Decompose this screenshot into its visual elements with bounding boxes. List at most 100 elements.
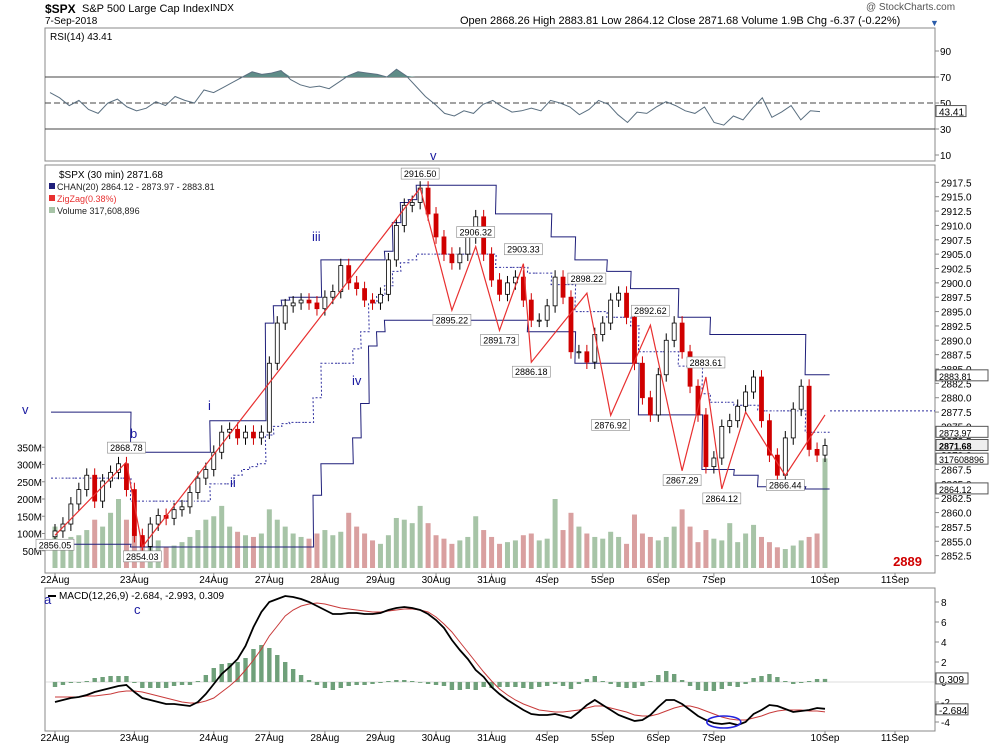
macd-signal-line bbox=[55, 602, 826, 721]
macd-histogram-bar bbox=[529, 682, 534, 689]
volume-bar bbox=[401, 519, 407, 568]
volume-bar bbox=[346, 512, 352, 568]
price-annotation-box bbox=[662, 474, 702, 487]
price-tick-label: 2912.5 bbox=[941, 207, 972, 218]
macd-histogram-bar bbox=[640, 682, 645, 686]
volume-bar bbox=[711, 538, 717, 568]
price-annotation-label: 2866.44 bbox=[769, 481, 802, 491]
candle-body bbox=[386, 259, 391, 295]
volume-bar bbox=[425, 523, 431, 568]
macd-histogram-bar bbox=[806, 681, 812, 682]
macd-line bbox=[54, 595, 826, 726]
x-axis-label-lower: 10Sep bbox=[811, 733, 840, 744]
macd-histogram-bar bbox=[84, 681, 89, 682]
price-last-label: 2873.97 bbox=[939, 428, 972, 438]
price-annotation-box bbox=[432, 314, 472, 326]
price-annotation-label: 2916.50 bbox=[404, 169, 437, 179]
wave-label: i bbox=[208, 398, 211, 413]
volume-bar bbox=[385, 535, 391, 568]
macd-histogram-bar bbox=[433, 682, 439, 685]
macd-histogram-bar bbox=[608, 682, 613, 684]
price-annotation-label: 2903.33 bbox=[507, 245, 540, 255]
x-axis-label: 30Aug bbox=[422, 575, 451, 586]
x-axis-label-lower: 31Aug bbox=[477, 733, 506, 744]
candle-body bbox=[663, 339, 669, 376]
x-axis-label-lower: 29Aug bbox=[366, 733, 395, 744]
volume-bar bbox=[314, 533, 320, 568]
macd-tick-label: -4 bbox=[941, 718, 950, 729]
candle-body bbox=[354, 282, 360, 290]
volume-bar bbox=[441, 538, 447, 568]
price-annotation-box bbox=[123, 550, 162, 563]
channel-lower-line bbox=[51, 319, 830, 548]
candle-body bbox=[687, 351, 693, 387]
candle-body bbox=[536, 319, 542, 322]
price-tick-label: 2895.0 bbox=[941, 308, 972, 319]
volume-bar bbox=[163, 547, 169, 568]
price-title: $SPX (30 min) 2871.68 bbox=[59, 170, 163, 181]
macd-histogram-bar bbox=[124, 676, 129, 682]
volume-bar bbox=[179, 542, 185, 568]
chevron-down-icon[interactable]: ▼ bbox=[930, 18, 939, 28]
watermark: @ StockCharts.com bbox=[866, 2, 956, 13]
volume-bar bbox=[592, 536, 598, 568]
volume-bar bbox=[457, 540, 463, 568]
candle-body bbox=[584, 351, 590, 363]
x-axis-label-lower: 27Aug bbox=[255, 733, 284, 744]
price-annotation-box bbox=[591, 419, 630, 431]
volume-bar bbox=[639, 533, 645, 568]
macd-histogram-bar bbox=[822, 678, 828, 682]
volume-bar bbox=[290, 533, 296, 568]
volume-bar bbox=[719, 540, 725, 568]
macd-histogram-bar bbox=[513, 682, 518, 687]
candle-body bbox=[798, 385, 804, 410]
volume-tick-label: 300M bbox=[17, 461, 42, 472]
volume-bar bbox=[370, 540, 376, 568]
price-annotation-label: 2876.92 bbox=[594, 420, 627, 430]
macd-panel-frame bbox=[44, 587, 936, 732]
volume-bar bbox=[568, 512, 574, 568]
candle-body bbox=[679, 322, 685, 353]
macd-histogram-bar bbox=[552, 682, 558, 684]
candle-body bbox=[806, 385, 812, 450]
macd-histogram-bar bbox=[410, 681, 415, 682]
candle-body bbox=[100, 480, 106, 502]
rsi-tick-label: 10 bbox=[940, 151, 952, 162]
candle-body bbox=[743, 391, 749, 407]
rsi-tick-label: 70 bbox=[940, 73, 952, 84]
x-axis-label: 23Aug bbox=[120, 575, 149, 586]
volume-bar bbox=[624, 543, 630, 568]
candle-body bbox=[751, 376, 756, 393]
volume-tick-label: 200M bbox=[17, 495, 42, 506]
macd-title: MACD(12,26,9) -2.684, -2.993, 0.309 bbox=[59, 591, 225, 602]
price-annotation-box bbox=[480, 334, 519, 346]
rsi-line bbox=[49, 68, 821, 126]
candle-body bbox=[544, 305, 550, 321]
macd-histogram-bar bbox=[687, 682, 693, 686]
candle-body bbox=[425, 187, 431, 215]
divergence-highlight-ellipse bbox=[706, 715, 742, 729]
volume-bar bbox=[417, 505, 423, 568]
volume-bar bbox=[504, 542, 510, 568]
macd-histogram-bar bbox=[703, 682, 709, 691]
volume-bar bbox=[131, 528, 137, 568]
volume-bar bbox=[497, 543, 503, 568]
volume-bar bbox=[560, 530, 566, 568]
channel-upper-line bbox=[51, 184, 830, 453]
candle-body bbox=[632, 316, 637, 364]
price-annotation-label: 2864.12 bbox=[706, 494, 739, 504]
macd-histogram-bar bbox=[68, 682, 74, 683]
volume-bar bbox=[703, 530, 709, 568]
candle-body bbox=[782, 437, 788, 476]
candle-body bbox=[298, 299, 304, 304]
volume-tick-label: 250M bbox=[17, 478, 42, 489]
x-axis-label-lower: 23Aug bbox=[120, 733, 149, 744]
macd-histogram-bar bbox=[751, 678, 756, 682]
macd-histogram-bar bbox=[616, 682, 621, 687]
macd-histogram-bar bbox=[425, 682, 431, 684]
candle-body bbox=[306, 299, 312, 304]
macd-histogram-bar bbox=[203, 675, 209, 682]
macd-histogram-bar bbox=[767, 674, 772, 682]
volume-bar bbox=[544, 538, 550, 568]
price-tick-label: 2882.5 bbox=[941, 379, 972, 390]
